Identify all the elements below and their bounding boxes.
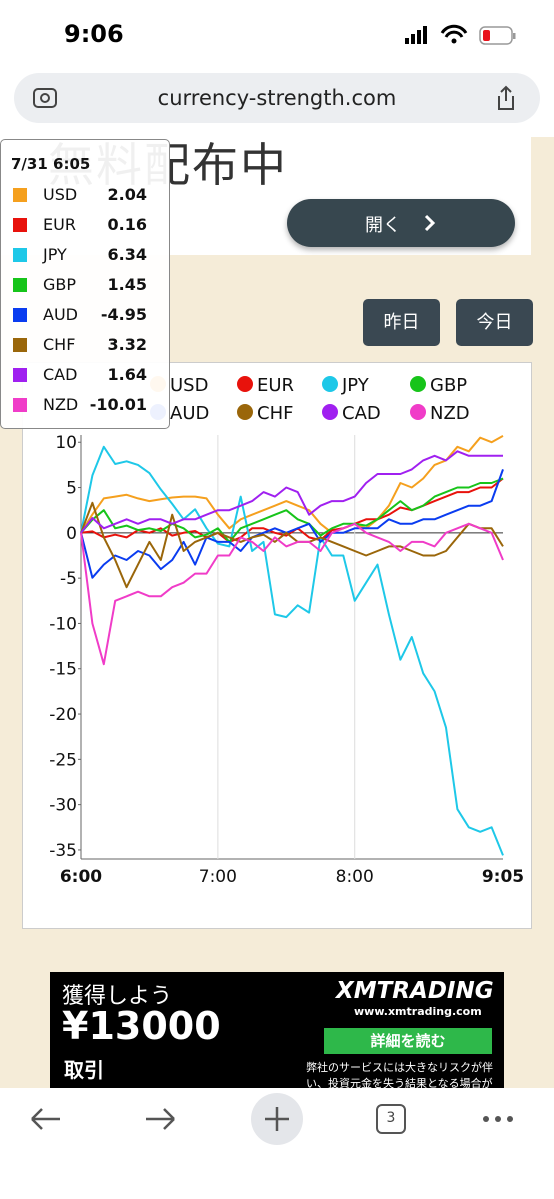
- chevron[interactable]: [423, 214, 437, 232]
- clock: 9:06: [64, 20, 124, 48]
- y-tick-label: -30: [49, 796, 77, 816]
- legend-label: GBP: [430, 375, 467, 396]
- series-line: [80, 477, 504, 543]
- legend-swatch: [322, 404, 338, 420]
- yesterday-button[interactable]: 昨日: [363, 299, 440, 346]
- tooltip-swatch: [13, 218, 27, 232]
- ad-site[interactable]: www.xmtrading.com: [354, 1005, 482, 1018]
- share-icon[interactable]: [494, 85, 518, 111]
- tooltip: 7/31 6:05 USD 2.04 EUR 0.16 JPY 6.34 GBP 1.45 AU…: [0, 139, 170, 429]
- tooltip-swatch: [13, 338, 27, 352]
- series-line: [80, 522, 504, 666]
- ad-cta[interactable]: 詳細を読む: [324, 1028, 492, 1054]
- legend-label: JPY: [341, 375, 370, 396]
- tooltip-name: NZD: [43, 395, 79, 414]
- ad-text[interactable]: 取引: [64, 1058, 104, 1082]
- y-tick-label: 10: [55, 433, 77, 453]
- series-line: [80, 445, 504, 856]
- ad-amount[interactable]: ¥13000: [62, 1004, 221, 1048]
- y-tick-label: -5: [60, 569, 77, 589]
- legend-label: NZD: [430, 403, 470, 424]
- lens-icon[interactable]: [32, 86, 58, 110]
- open-button[interactable]: 開く: [287, 199, 515, 247]
- tooltip-swatch: [13, 188, 27, 202]
- tooltip-name: JPY: [43, 245, 67, 264]
- tooltip-name: GBP: [43, 275, 77, 294]
- legend-swatch: [322, 376, 338, 392]
- y-tick-label: -20: [49, 705, 77, 725]
- menu[interactable]: [507, 1116, 513, 1122]
- y-tick-label: 0: [66, 524, 77, 544]
- bottom-nav: 3: [0, 1088, 554, 1199]
- x-tick-label: 6:00: [60, 867, 102, 887]
- legend-label: CHF: [257, 403, 293, 424]
- chart: 10 5 0 -5 -10 -15 -20 -25 -30 -35 6:00 7:00 8:00 9:05…: [49, 375, 524, 887]
- tooltip-name: USD: [43, 185, 78, 204]
- series-line: [80, 501, 504, 589]
- browser-bar: currency-strength.com: [0, 70, 554, 137]
- series-line: [80, 469, 504, 579]
- series-line: [80, 435, 504, 534]
- tooltip-swatch: [13, 308, 27, 322]
- tooltip-title: 7/31 6:05: [11, 155, 91, 173]
- legend-swatch: [410, 404, 426, 420]
- plus[interactable]: [265, 1107, 289, 1131]
- tooltip-name: CHF: [43, 335, 76, 354]
- tab-count[interactable]: 3: [376, 1104, 406, 1134]
- tooltip-swatch: [13, 398, 27, 412]
- y-tick-label: -35: [49, 841, 77, 861]
- tooltip-swatch: [13, 368, 27, 382]
- url-text[interactable]: currency-strength.com: [157, 86, 397, 110]
- y-tick-label: -25: [49, 750, 77, 770]
- tooltip-value: -4.95: [100, 305, 147, 324]
- tooltip-name: CAD: [43, 365, 78, 384]
- status-bar: 9:06: [0, 0, 554, 70]
- tooltip-value: 3.32: [107, 335, 147, 354]
- open-label[interactable]: 開く: [365, 215, 401, 236]
- menu[interactable]: [495, 1116, 501, 1122]
- tooltip-swatch: [13, 278, 27, 292]
- legend-label: AUD: [170, 403, 209, 424]
- legend-label: CAD: [342, 403, 381, 424]
- tooltip-value: 6.34: [107, 245, 147, 264]
- tooltip-value: 1.64: [107, 365, 147, 384]
- chart-container: 10 5 0 -5 -10 -15 -20 -25 -30 -35 6:00 7:00 8:00 9:05…: [22, 362, 532, 929]
- legend-swatch: [410, 376, 426, 392]
- ad-disclaimer[interactable]: 弊社のサービスには大きなリスクが伴い、投資元金を失う結果となる場合が: [306, 1061, 493, 1088]
- series-line: [80, 450, 503, 534]
- nav-icons: [31, 1093, 513, 1145]
- tooltip-name: AUD: [43, 305, 78, 324]
- x-tick-label: 7:00: [199, 867, 237, 887]
- tooltip-name: EUR: [43, 215, 76, 234]
- tooltip-value: 0.16: [107, 215, 147, 234]
- legend-label: EUR: [257, 375, 294, 396]
- x-tick-label: 9:05: [482, 867, 524, 887]
- today-button[interactable]: 今日: [456, 299, 533, 346]
- y-tick-label: -15: [49, 660, 77, 680]
- x-tick-label: 8:00: [336, 867, 374, 887]
- forward[interactable]: [146, 1108, 175, 1130]
- legend-label: USD: [170, 375, 208, 396]
- url-bar[interactable]: currency-strength.com: [14, 73, 540, 123]
- menu[interactable]: [483, 1116, 489, 1122]
- legend-swatch: [237, 404, 253, 420]
- legend-swatch: [237, 376, 253, 392]
- tooltip-value: 2.04: [107, 185, 147, 204]
- ad-banner[interactable]: 獲得しよう ¥13000 取引 XMTRADING www.xmtrading.…: [50, 972, 504, 1088]
- tooltip-swatch: [13, 248, 27, 262]
- ad-brand[interactable]: XMTRADING: [336, 978, 494, 1004]
- series-line: [80, 477, 504, 543]
- tooltip-value: -10.01: [89, 395, 147, 414]
- y-tick-label: 5: [66, 479, 77, 499]
- y-tick-label: -10: [49, 614, 77, 634]
- tooltip-value: 1.45: [107, 275, 147, 294]
- status-icons: [405, 24, 516, 45]
- ad-headline[interactable]: 獲得しよう: [62, 984, 173, 1009]
- back[interactable]: [31, 1108, 60, 1130]
